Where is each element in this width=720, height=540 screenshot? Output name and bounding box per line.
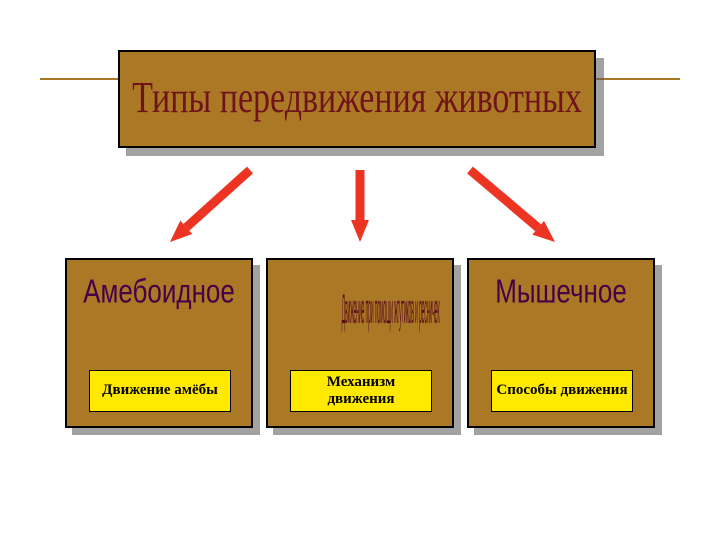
button-methods[interactable]: Способы движения bbox=[491, 370, 633, 412]
child-title-flagella: Движение при помощи жгутиков и ресничек bbox=[342, 285, 379, 335]
child-title-amoeboid: Амебоидное bbox=[67, 271, 251, 311]
child-box-muscular: Мышечное Способы движения bbox=[467, 258, 655, 428]
child-title-muscular: Мышечное bbox=[469, 271, 653, 311]
child-box-amoeboid: Амебоидное Движение амёбы bbox=[65, 258, 253, 428]
button-mechanism[interactable]: Механизм движения bbox=[290, 370, 432, 412]
child-box-flagella: Движение при помощи жгутиков и ресничек … bbox=[266, 258, 454, 428]
button-methods-label: Способы движения bbox=[496, 382, 627, 399]
button-amoeba-motion[interactable]: Движение амёбы bbox=[89, 370, 231, 412]
button-mechanism-label: Механизм движения bbox=[293, 374, 429, 409]
button-amoeba-label: Движение амёбы bbox=[102, 382, 218, 399]
